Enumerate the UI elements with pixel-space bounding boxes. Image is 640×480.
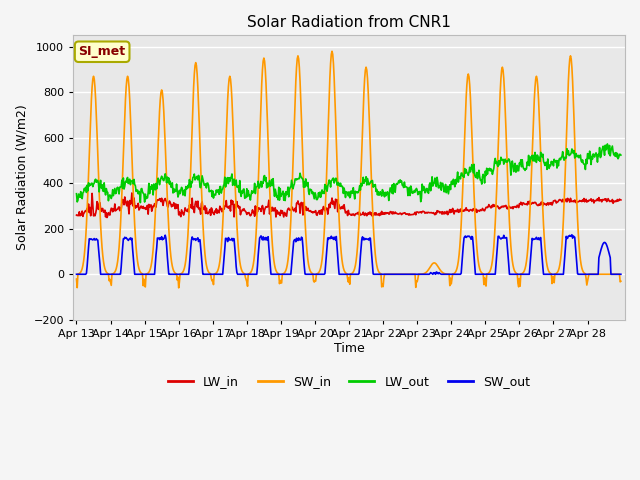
LW_out [617, 152, 625, 158]
SW_out [264, 237, 271, 243]
SW_in [328, 48, 336, 54]
LW_in [138, 205, 146, 211]
LW_out [285, 194, 292, 200]
SW_out [617, 271, 625, 277]
Text: SI_met: SI_met [79, 45, 125, 58]
LW_out [237, 193, 245, 199]
Line: SW_in: SW_in [77, 51, 621, 288]
Legend: LW_in, SW_in, LW_out, SW_out: LW_in, SW_in, LW_out, SW_out [163, 370, 535, 393]
X-axis label: Time: Time [333, 342, 364, 355]
Line: LW_out: LW_out [77, 144, 621, 203]
LW_in [436, 209, 444, 215]
SW_in [237, 266, 245, 272]
LW_out [604, 141, 611, 147]
LW_in [285, 207, 293, 213]
SW_in [617, 278, 625, 284]
Title: Solar Radiation from CNR1: Solar Radiation from CNR1 [247, 15, 451, 30]
SW_in [73, 276, 81, 282]
LW_in [128, 190, 136, 196]
LW_out [436, 185, 444, 191]
LW_in [238, 208, 246, 214]
LW_in [617, 197, 625, 203]
Y-axis label: Solar Radiation (W/m2): Solar Radiation (W/m2) [15, 105, 28, 251]
SW_out [435, 270, 443, 276]
SW_in [285, 251, 292, 256]
SW_in [175, 285, 182, 291]
SW_out [136, 271, 144, 277]
LW_in [406, 212, 414, 218]
SW_out [73, 271, 81, 277]
SW_out [568, 232, 576, 238]
LW_out [406, 184, 413, 190]
LW_out [73, 191, 81, 197]
LW_in [103, 215, 111, 220]
LW_out [137, 186, 145, 192]
SW_in [136, 269, 144, 275]
SW_out [284, 271, 292, 277]
LW_in [265, 197, 273, 203]
SW_in [406, 271, 414, 277]
SW_out [405, 271, 413, 277]
Line: LW_in: LW_in [77, 193, 621, 217]
SW_in [436, 268, 444, 274]
SW_in [264, 140, 272, 146]
SW_out [237, 271, 244, 277]
LW_out [136, 200, 144, 205]
LW_out [264, 184, 272, 190]
LW_in [73, 212, 81, 218]
Line: SW_out: SW_out [77, 235, 621, 274]
